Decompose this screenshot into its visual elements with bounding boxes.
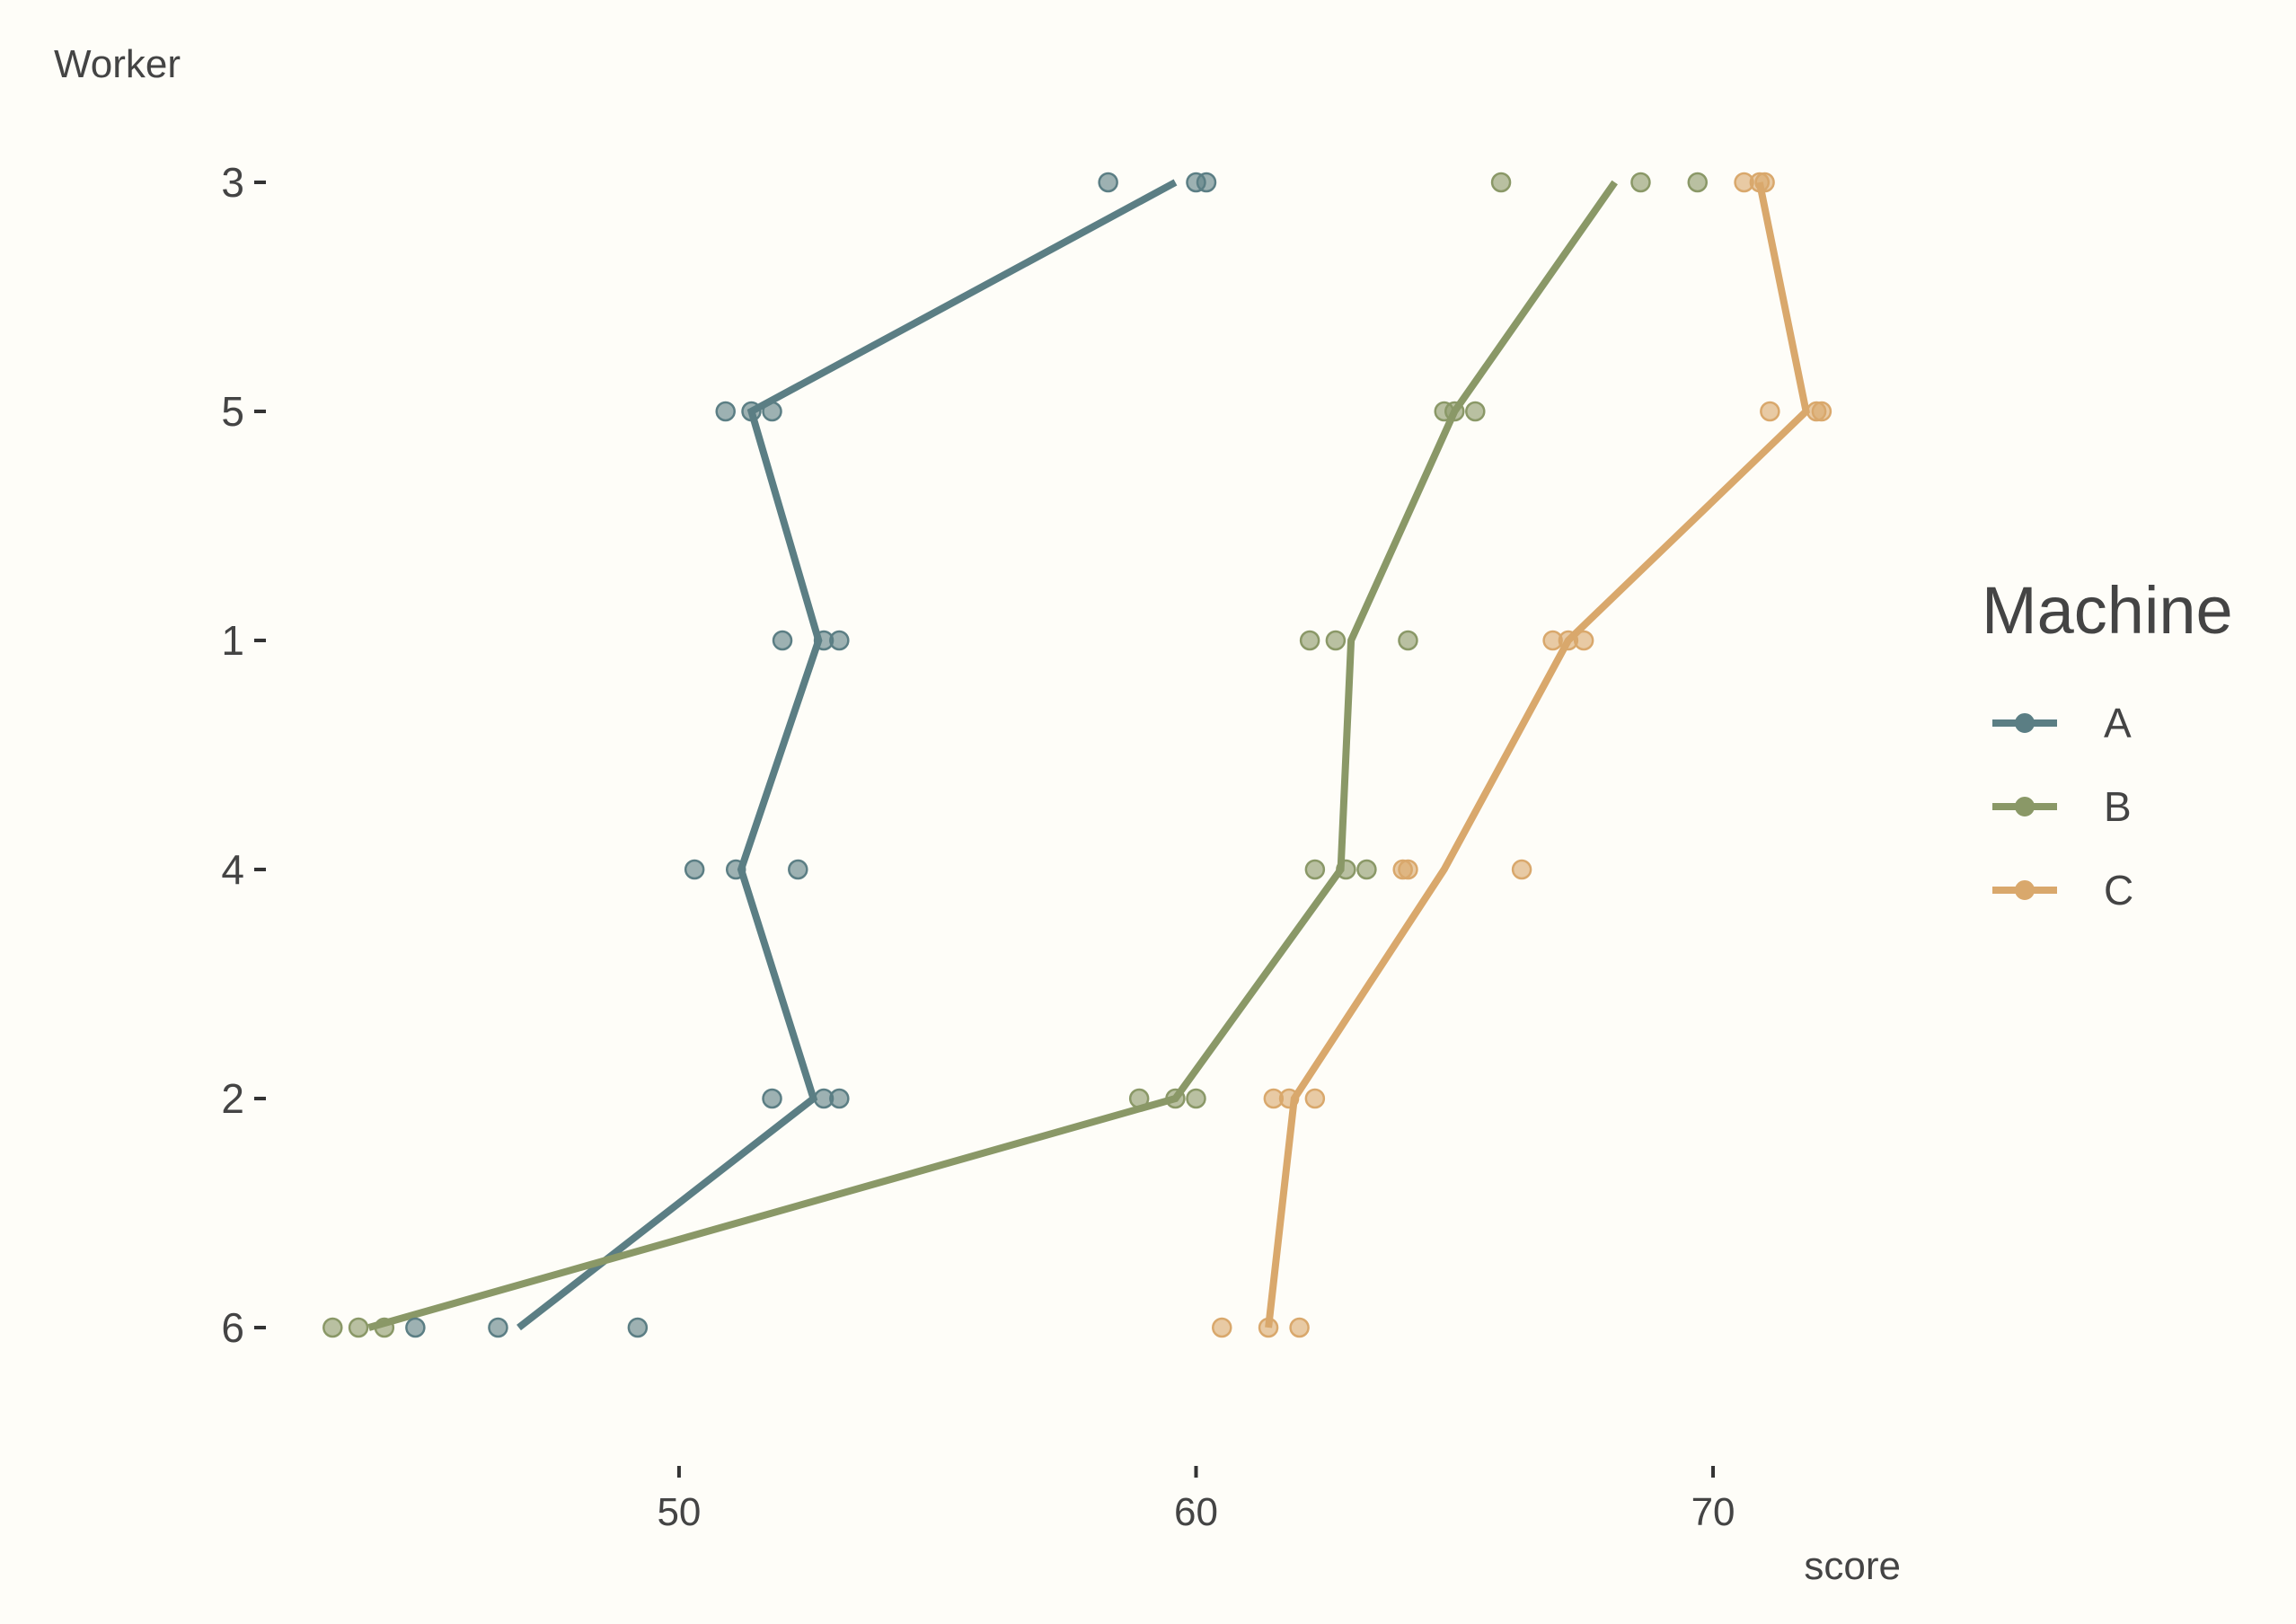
- data-point-a: [762, 1088, 782, 1109]
- x-tick-label: 60: [1174, 1490, 1218, 1534]
- data-point-b: [322, 1317, 343, 1338]
- data-point-c: [1811, 401, 1832, 422]
- data-point-c: [1289, 1317, 1310, 1338]
- x-axis-title: score: [1804, 1544, 1901, 1588]
- data-point-c: [1573, 630, 1594, 651]
- y-tick-label: 5: [221, 388, 244, 435]
- data-point-c: [1278, 1088, 1300, 1109]
- data-point-b: [1465, 401, 1486, 422]
- y-tick-label: 2: [221, 1075, 244, 1122]
- data-point-c: [1212, 1317, 1232, 1338]
- legend-title: Machine: [1982, 573, 2233, 648]
- series-line-c: [1265, 181, 1810, 1328]
- y-tick-label: 4: [221, 846, 244, 893]
- data-point-c: [1760, 401, 1780, 422]
- data-point-a: [829, 630, 850, 651]
- data-point-c: [1258, 1317, 1279, 1338]
- data-point-b: [374, 1317, 395, 1338]
- data-point-a: [684, 859, 705, 880]
- data-point-a: [488, 1317, 508, 1338]
- data-point-a: [715, 401, 736, 422]
- data-point-a: [627, 1317, 649, 1338]
- data-point-b: [1325, 630, 1347, 651]
- legend: Machine ABC: [1982, 573, 2233, 914]
- legend-key-point-a: [2015, 713, 2035, 733]
- legend-key-point-b: [2015, 797, 2035, 816]
- y-axis: 3 5 1 4 2 6: [221, 159, 266, 1351]
- data-point-c: [1398, 859, 1418, 880]
- legend-label-a: A: [2104, 700, 2132, 746]
- x-tick-label: 50: [657, 1490, 701, 1534]
- data-point-b: [1165, 1088, 1186, 1109]
- legend-label-c: C: [2104, 867, 2133, 914]
- data-point-a: [762, 401, 782, 422]
- data-point-a: [829, 1088, 850, 1109]
- data-point-a: [741, 401, 762, 422]
- data-point-a: [405, 1317, 426, 1338]
- series-line-b: [367, 180, 1618, 1331]
- data-point-b: [1128, 1088, 1150, 1109]
- x-axis: 50 60 70: [657, 1466, 1735, 1534]
- data-point-b: [1299, 630, 1320, 651]
- data-point-c: [1754, 172, 1775, 193]
- data-point-b: [1356, 859, 1377, 880]
- data-point-b: [1490, 172, 1512, 193]
- data-point-a: [1196, 172, 1217, 193]
- data-point-a: [1098, 172, 1118, 193]
- data-point-b: [348, 1317, 369, 1338]
- series-lines: [367, 179, 1810, 1331]
- series-line-a: [517, 179, 1178, 1331]
- x-tick-label: 70: [1691, 1490, 1735, 1534]
- data-point-c: [1304, 1088, 1326, 1109]
- data-point-b: [1398, 630, 1418, 651]
- data-point-b: [1336, 859, 1356, 880]
- y-axis-title: Worker: [54, 42, 181, 86]
- data-point-a: [725, 859, 746, 880]
- legend-key-point-c: [2015, 880, 2035, 900]
- data-point-c: [1511, 859, 1532, 880]
- data-point-a: [772, 630, 793, 651]
- legend-items: ABC: [1992, 700, 2133, 914]
- data-point-b: [1630, 172, 1651, 193]
- legend-label-b: B: [2104, 783, 2132, 830]
- series-points: [322, 172, 1832, 1338]
- y-tick-label: 3: [221, 159, 244, 206]
- data-point-b: [1444, 401, 1465, 422]
- data-point-b: [1304, 859, 1326, 880]
- data-point-b: [1687, 172, 1709, 193]
- data-point-a: [788, 859, 808, 880]
- y-tick-label: 1: [221, 617, 244, 664]
- data-point-b: [1186, 1088, 1206, 1109]
- y-tick-label: 6: [221, 1304, 244, 1351]
